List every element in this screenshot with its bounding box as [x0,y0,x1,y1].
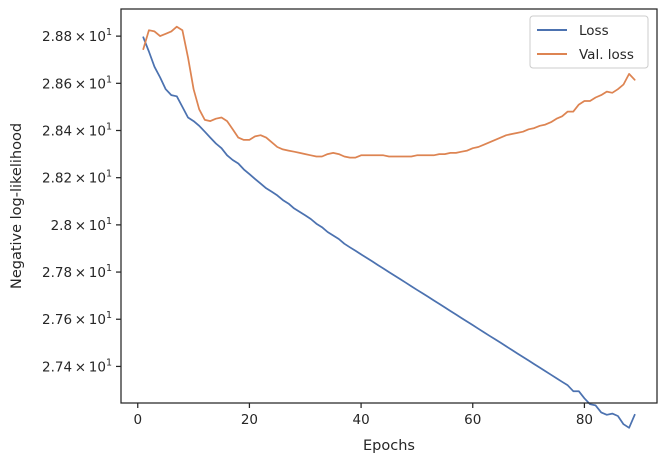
y-axis-ticks: 2.74 × 101 2.76 × 101 2.78 × 101 2.8 × 101 2… [42,27,121,375]
x-tick-label: 60 [464,412,481,428]
legend-label-loss: Loss [579,23,609,39]
legend: Loss Val. loss [529,15,649,69]
x-axis-ticks: 0 20 40 60 80 [133,403,593,428]
x-tick-label: 20 [241,412,258,428]
plot-frame [120,8,658,404]
y-tick-label: 2.86 × 101 [42,74,112,92]
series-line-val-loss [142,25,636,159]
series-layer [142,25,636,429]
x-axis-title: Epochs [363,438,415,454]
series-line-loss [142,36,636,429]
y-tick-label: 2.84 × 101 [42,122,112,140]
legend-label-val-loss: Val. loss [579,47,634,63]
plot-area [121,9,657,403]
x-tick-label: 0 [133,412,142,428]
y-tick-label: 2.88 × 101 [42,27,112,45]
x-tick-label: 40 [352,412,369,428]
y-tick-label: 2.78 × 101 [42,263,112,281]
y-tick-label: 2.74 × 101 [42,357,112,375]
x-tick-label: 80 [576,412,593,428]
y-tick-label: 2.8 × 101 [51,216,112,234]
y-axis-title: Negative log-likelihood [9,123,25,289]
y-tick-label: 2.82 × 101 [42,169,112,187]
y-tick-label: 2.76 × 101 [42,310,112,328]
